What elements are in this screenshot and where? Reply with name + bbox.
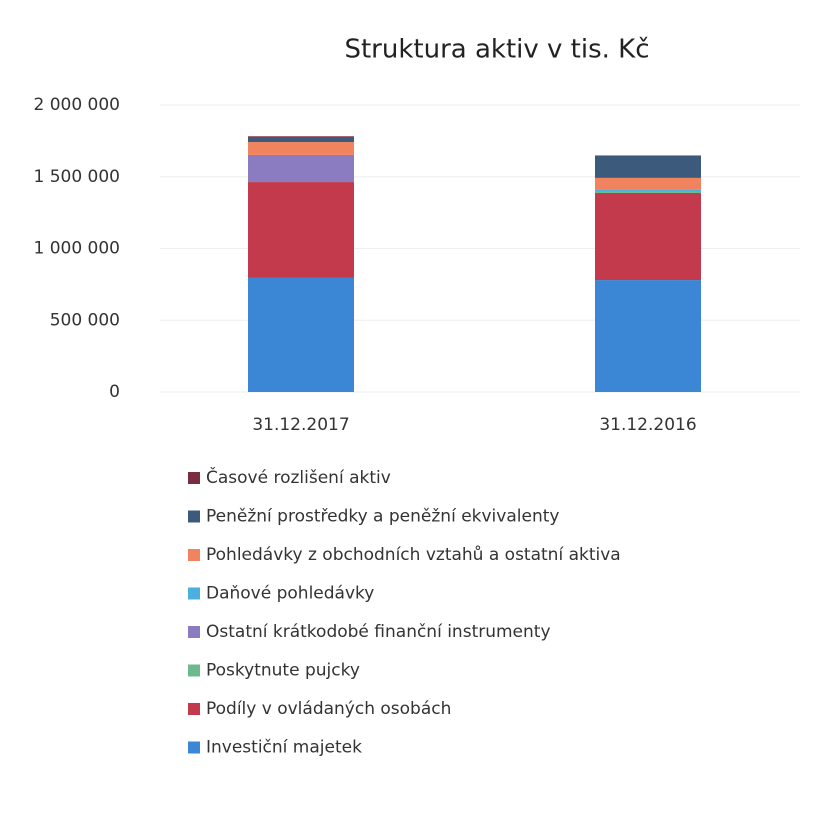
legend-label: Poskytnute pujcky [206, 661, 360, 681]
bar-segment [595, 191, 701, 193]
legend-swatch [188, 510, 200, 523]
x-tick-label: 31.12.2017 [252, 415, 349, 435]
bar-segment [595, 155, 701, 178]
legend-swatch [188, 587, 200, 600]
legend-swatch [188, 626, 200, 638]
chart-title: Struktura aktiv v tis. Kč [344, 35, 649, 65]
bar-segment [595, 177, 701, 190]
legend-label: Pohledávky z obchodních vztahů a ostatní… [206, 545, 621, 565]
legend-label: Investiční majetek [206, 738, 362, 758]
legend-swatch [188, 664, 200, 677]
x-tick-label: 31.12.2016 [599, 415, 696, 435]
legend-label: Ostatní krátkodobé finanční instrumenty [206, 622, 551, 642]
y-tick-label: 2 000 000 [33, 95, 120, 115]
bar-segment [595, 192, 701, 281]
legend-swatch [188, 741, 200, 754]
bar-segment [248, 182, 354, 278]
bar-segment [248, 154, 354, 183]
bar-segment [595, 189, 701, 192]
legend-swatch [188, 549, 200, 561]
bar-segment [248, 136, 354, 138]
legend-label: Daňové pohledávky [206, 584, 374, 604]
legend-label: Peněžní prostředky a peněžní ekvivalenty [206, 507, 559, 527]
y-tick-label: 1 000 000 [33, 239, 120, 259]
bar-segment [595, 280, 701, 392]
legend-swatch [188, 703, 200, 715]
bar-segment [248, 277, 354, 392]
y-tick-label: 500 000 [50, 310, 120, 330]
legend-label: Podíly v ovládaných osobách [206, 699, 451, 719]
bar-segment [248, 137, 354, 143]
legend-swatch [188, 472, 200, 484]
legend-label: Časové rozlišení aktiv [206, 466, 391, 488]
bar-segment [248, 142, 354, 155]
y-tick-label: 0 [109, 382, 120, 402]
y-tick-label: 1 500 000 [33, 167, 120, 187]
